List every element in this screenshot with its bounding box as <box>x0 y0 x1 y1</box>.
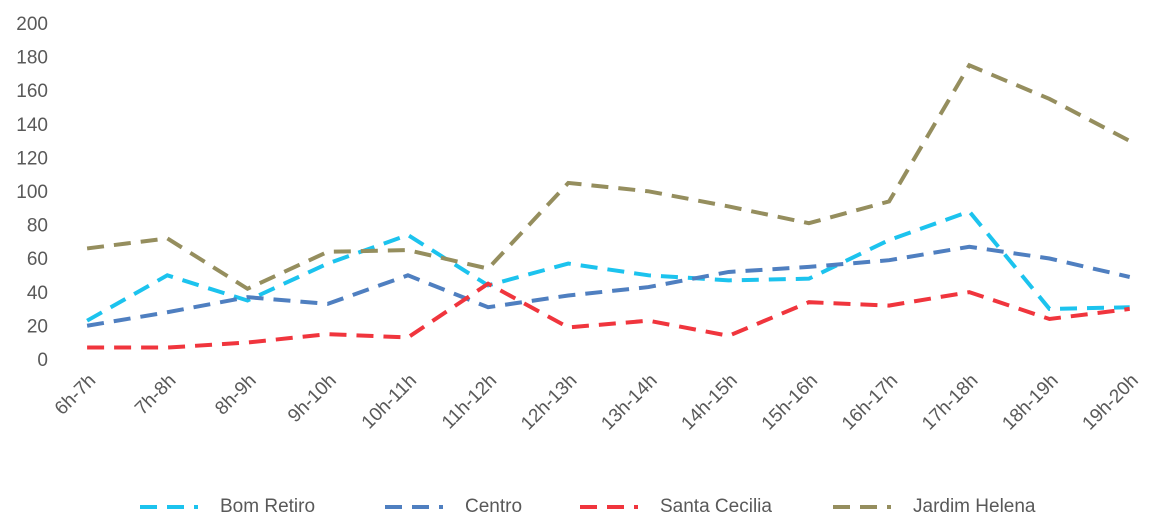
y-tick-label: 120 <box>16 148 48 169</box>
y-tick-label: 20 <box>27 316 48 337</box>
x-tick-label: 10h-11h <box>358 370 421 433</box>
y-tick-label: 60 <box>27 249 48 270</box>
series-line <box>86 209 1130 323</box>
x-tick-label: 8h-9h <box>211 370 260 419</box>
y-tick-label: 0 <box>37 350 48 371</box>
y-tick-label: 200 <box>16 14 48 35</box>
x-tick-label: 17h-18h <box>918 370 982 434</box>
y-tick-label: 100 <box>16 182 48 203</box>
series-line <box>87 281 1130 350</box>
legend-label: Bom Retiro <box>220 496 315 517</box>
y-tick-label: 180 <box>16 48 48 69</box>
x-tick-label: 13h-14h <box>597 370 661 434</box>
x-tick-label: 6h-7h <box>51 370 100 419</box>
series-line <box>86 62 1131 292</box>
x-tick-label: 14h-15h <box>678 370 742 434</box>
y-tick-label: 140 <box>16 115 48 136</box>
y-tick-label: 80 <box>27 216 48 237</box>
series-line <box>86 244 1131 328</box>
x-tick-label: 15h-16h <box>758 370 822 434</box>
legend-label: Jardim Helena <box>913 496 1036 517</box>
x-tick-label: 12h-13h <box>517 370 581 434</box>
x-tick-label: 18h-19h <box>998 370 1062 434</box>
x-tick-label: 11h-12h <box>438 370 501 433</box>
x-tick-label: 7h-8h <box>131 370 180 419</box>
legend-label: Santa Cecilia <box>660 496 772 517</box>
x-tick-label: 19h-20h <box>1079 370 1143 434</box>
legend-label: Centro <box>465 496 522 517</box>
y-tick-label: 160 <box>16 81 48 102</box>
y-tick-label: 40 <box>27 283 48 304</box>
x-tick-label: 9h-10h <box>284 370 341 427</box>
x-tick-label: 16h-17h <box>838 370 902 434</box>
